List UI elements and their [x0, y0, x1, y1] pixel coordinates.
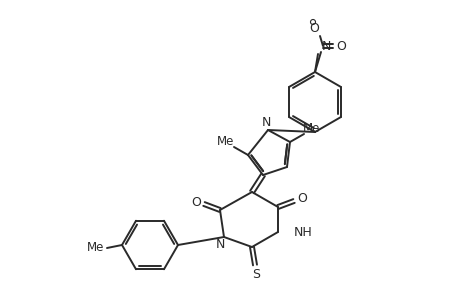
Text: S: S [252, 268, 259, 281]
Text: N: N [321, 40, 330, 52]
Text: O: O [308, 22, 318, 34]
Text: Me: Me [217, 134, 234, 148]
Text: N: N [215, 238, 224, 251]
Text: O: O [297, 193, 306, 206]
Text: O: O [190, 196, 201, 208]
Text: Me: Me [302, 122, 320, 134]
Text: NH: NH [293, 226, 312, 238]
Text: O: O [336, 40, 345, 52]
Text: N: N [261, 116, 270, 128]
Text: Me: Me [87, 242, 105, 254]
